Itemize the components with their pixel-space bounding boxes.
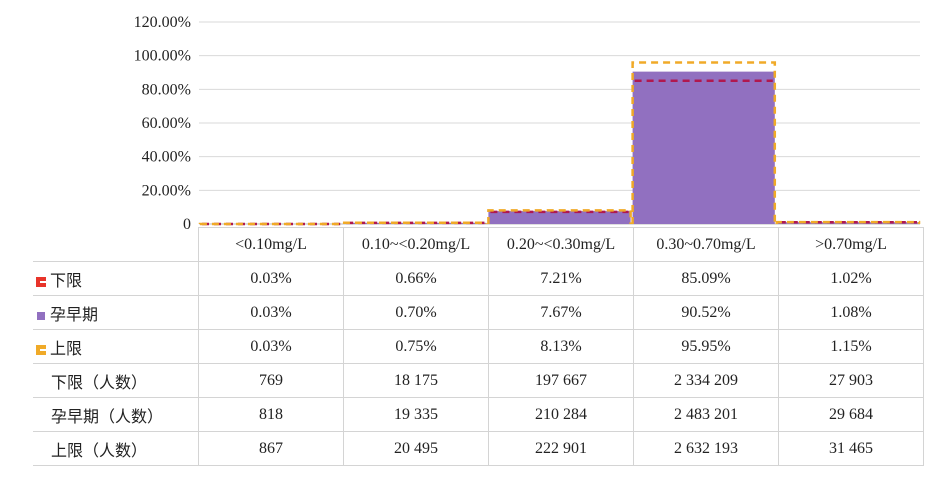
table-cell: 20 495 [343, 431, 489, 466]
series-label-upper: 上限 [33, 329, 199, 364]
table-cell: 95.95% [633, 329, 779, 364]
count-row-label: 上限（人数） [33, 431, 199, 466]
bar-first-trimester [632, 71, 775, 224]
table-row: 孕早期（人数） 818 19 335 210 284 2 483 201 29 … [33, 397, 924, 432]
bars [198, 61, 921, 226]
series-name: 孕早期 [50, 306, 99, 324]
table-cell: 31 465 [778, 431, 924, 466]
category-header: 0.20~<0.30mg/L [488, 227, 634, 262]
upper-bound-outline [631, 61, 777, 224]
y-tick-label: 120.00% [134, 14, 191, 31]
table-cell: 2 334 209 [633, 363, 779, 398]
purple-square-icon [37, 311, 45, 320]
orange-bracket-icon [36, 344, 46, 355]
y-tick-label: 80.00% [142, 81, 191, 98]
upper-bound-outline [342, 221, 488, 224]
table-row: 孕早期 0.03% 0.70% 7.67% 90.52% 1.08% [33, 295, 924, 330]
table-cell: 818 [198, 397, 344, 432]
table-cell: 7.21% [488, 261, 634, 296]
table-cell: 85.09% [633, 261, 779, 296]
category-header-row: <0.10mg/L 0.10~<0.20mg/L 0.20~<0.30mg/L … [33, 227, 924, 262]
table-cell: 0.03% [198, 329, 344, 364]
red-bracket-icon [36, 276, 46, 287]
gridlines [199, 21, 920, 225]
series-label-lower: 下限 [33, 261, 199, 296]
series-label-first-trimester: 孕早期 [33, 295, 199, 330]
bar-chart: 0 20.00% 40.00% 60.00% 80.00% 100.00% 120.00% [134, 14, 921, 230]
y-tick-label: 60.00% [142, 115, 191, 132]
table-row: 上限 0.03% 0.75% 8.13% 95.95% 1.15% [33, 329, 924, 364]
table-row: 下限（人数） 769 18 175 197 667 2 334 209 27 9… [33, 363, 924, 398]
table-cell: 210 284 [488, 397, 634, 432]
table-row: 下限 0.03% 0.66% 7.21% 85.09% 1.02% [33, 261, 924, 296]
table-cell: 197 667 [488, 363, 634, 398]
y-axis-tick-labels: 0 20.00% 40.00% 60.00% 80.00% 100.00% 120.00% [134, 14, 191, 230]
table-cell: 7.67% [488, 295, 634, 330]
table-cell: 90.52% [633, 295, 779, 330]
bar-first-trimester [488, 211, 631, 224]
table-cell: 0.03% [198, 261, 344, 296]
table-cell: 222 901 [488, 431, 634, 466]
data-table: <0.10mg/L 0.10~<0.20mg/L 0.20~<0.30mg/L … [33, 227, 924, 466]
y-tick-label: 100.00% [134, 48, 191, 65]
table-cell: 0.66% [343, 261, 489, 296]
table-row: 上限（人数） 867 20 495 222 901 2 632 193 31 4… [33, 431, 924, 466]
table-cell: 19 335 [343, 397, 489, 432]
table-cell: 0.03% [198, 295, 344, 330]
upper-bound-outline [487, 209, 632, 224]
table-cell: 0.70% [343, 295, 489, 330]
table-cell: 27 903 [778, 363, 924, 398]
table-cell: 1.02% [778, 261, 924, 296]
table-cell: 769 [198, 363, 344, 398]
table-cell: 2 632 193 [633, 431, 779, 466]
y-tick-label: 20.00% [142, 182, 191, 199]
table-cell: 0.75% [343, 329, 489, 364]
table-cell: 1.08% [778, 295, 924, 330]
y-tick-label: 0 [183, 216, 191, 230]
category-header: <0.10mg/L [198, 227, 344, 262]
table-cell: 18 175 [343, 363, 489, 398]
series-name: 上限 [50, 340, 83, 358]
count-row-label: 下限（人数） [33, 363, 199, 398]
table-cell: 2 483 201 [633, 397, 779, 432]
category-header: 0.30~0.70mg/L [633, 227, 779, 262]
y-tick-label: 40.00% [142, 149, 191, 166]
table-corner [33, 227, 199, 262]
table-cell: 867 [198, 431, 344, 466]
upper-bound-outline [775, 220, 921, 224]
series-name: 下限 [50, 272, 83, 290]
count-row-label: 孕早期（人数） [33, 397, 199, 432]
table-cell: 8.13% [488, 329, 634, 364]
category-header: >0.70mg/L [778, 227, 924, 262]
category-header: 0.10~<0.20mg/L [343, 227, 489, 262]
table-cell: 29 684 [778, 397, 924, 432]
table-cell: 1.15% [778, 329, 924, 364]
